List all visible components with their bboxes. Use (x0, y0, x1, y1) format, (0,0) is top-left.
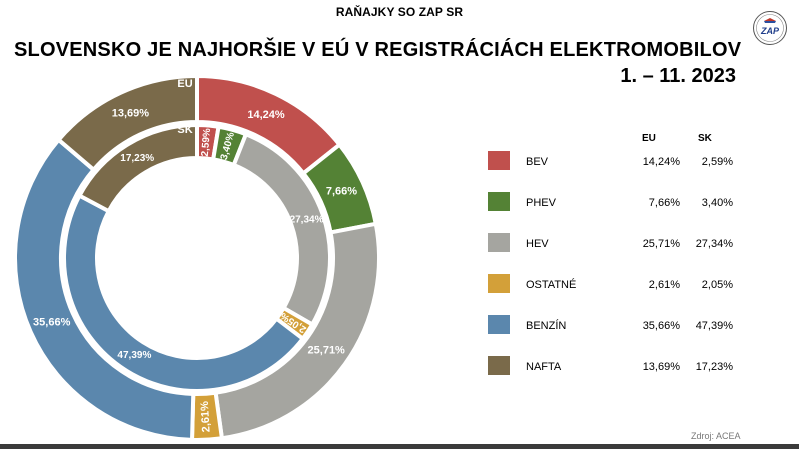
legend-swatch (488, 274, 510, 293)
data-label-eu-benzín: 35,66% (33, 317, 71, 329)
legend-value-sk: 2,05% (701, 279, 733, 291)
legend-value-eu: 25,71% (642, 238, 680, 250)
legend-value-sk: 2,59% (701, 156, 733, 168)
legend-row-nafta: NAFTA 13,69% 17,23% (488, 352, 748, 393)
legend-name: PHEV (526, 197, 556, 209)
legend-name: BENZÍN (526, 320, 567, 332)
legend-col-eu: EU (642, 133, 656, 144)
logo-text: ZAP (760, 26, 780, 36)
source-note: Zdroj: ACEA (691, 431, 741, 441)
segment-sk-benzín (62, 193, 305, 393)
data-label-sk-nafta: 17,23% (120, 153, 154, 164)
chart-period: 1. – 11. 2023 (620, 65, 736, 87)
segment-eu-benzín (13, 137, 196, 442)
legend-row-ostatné: OSTATNÉ 2,61% 2,05% (488, 270, 748, 311)
legend-value-sk: 47,39% (695, 320, 733, 332)
data-label-eu-hev: 25,71% (308, 345, 346, 357)
data-label-eu-phev: 7,66% (326, 186, 357, 198)
legend-value-eu: 35,66% (642, 320, 680, 332)
legend-swatch (488, 315, 510, 334)
data-label-sk-hev: 27,34% (290, 214, 324, 225)
zap-logo: ZAP (753, 11, 787, 45)
legend-value-eu: 13,69% (642, 361, 680, 373)
legend-swatch (488, 356, 510, 375)
data-label-eu-nafta: 13,69% (112, 108, 150, 120)
inner-ring-sk (62, 123, 332, 393)
legend-row-phev: PHEV 7,66% 3,40% (488, 188, 748, 229)
chart-title: SLOVENSKO JE NAJHORŠIE V EÚ V REGISTRÁCI… (14, 39, 742, 61)
inner-ring-label: SK (177, 124, 192, 136)
legend-value-sk: 3,40% (701, 197, 733, 209)
outer-ring-label: EU (177, 78, 192, 90)
legend-table: EU SK BEV 14,24% 2,59% PHEV 7,66% 3,40% HEV 25,… (488, 133, 748, 393)
legend-value-eu: 14,24% (642, 156, 680, 168)
donut-chart: 14,24%7,66%25,71%2,61%35,66%13,69%2,59% 3… (13, 74, 381, 442)
legend-name: OSTATNÉ (526, 279, 577, 291)
legend-name: NAFTA (526, 361, 562, 373)
legend-value-eu: 7,66% (648, 197, 680, 209)
legend-swatch (488, 192, 510, 211)
legend-row-hev: HEV 25,71% 27,34% (488, 229, 748, 270)
data-label-eu-ostatné: 2,61% (199, 401, 213, 433)
legend-value-sk: 17,23% (695, 361, 733, 373)
header-label: RAŇAJKY SO ZAP SR (335, 5, 464, 19)
legend-header: EU SK (488, 133, 748, 147)
legend-value-eu: 2,61% (648, 279, 680, 291)
outer-ring-eu (13, 74, 381, 442)
legend-name: BEV (526, 156, 549, 168)
legend-name: HEV (526, 238, 549, 250)
data-label-sk-benzín: 47,39% (117, 350, 151, 361)
legend-swatch (488, 151, 510, 170)
legend-row-bev: BEV 14,24% 2,59% (488, 147, 748, 188)
data-label-sk-bev: 2,59% (200, 128, 213, 157)
legend-swatch (488, 233, 510, 252)
bottom-bar (0, 444, 799, 449)
segment-sk-nafta (77, 123, 199, 214)
data-label-eu-bev: 14,24% (247, 109, 285, 121)
segment-eu-nafta (56, 74, 199, 172)
legend-value-sk: 27,34% (695, 238, 733, 250)
legend-col-sk: SK (698, 133, 712, 144)
legend-row-benzín: BENZÍN 35,66% 47,39% (488, 311, 748, 352)
